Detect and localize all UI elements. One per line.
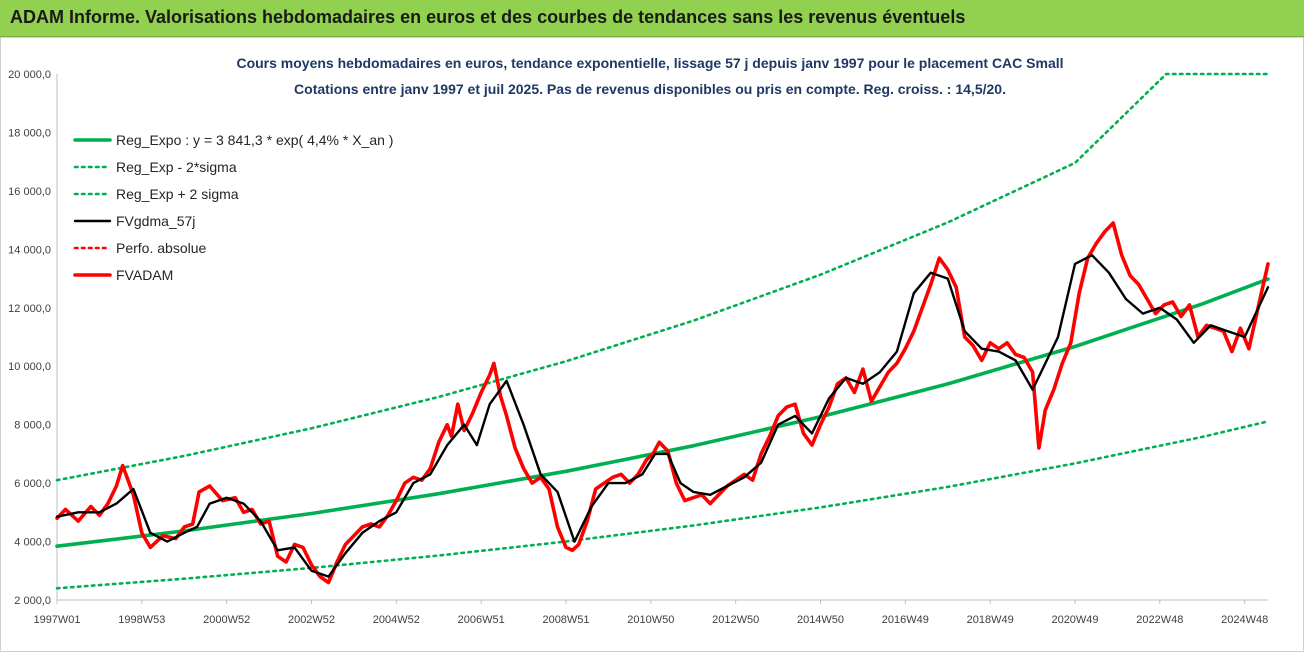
x-tick-label: 2010W50 [627, 614, 674, 626]
x-tick-label: 1997W01 [33, 614, 80, 626]
report-title: ADAM Informe. Valorisations hebdomadaire… [10, 7, 966, 27]
legend-label-4: Perfo. absolue [116, 240, 206, 256]
axes: 2 000,0 4 000,0 6 000,0 8 000,0 10 000,0 12 0… [8, 69, 1268, 626]
x-tick-label: 2002W52 [288, 614, 335, 626]
chart-frame: Cours moyens hebdomadaires en euros, ten… [0, 37, 1304, 652]
y-tick-label: 6 000,0 [14, 478, 51, 490]
series-line-1 [55, 420, 1270, 590]
x-tick-label: 2016W49 [882, 614, 929, 626]
x-tick-label: 2014W50 [797, 614, 844, 626]
x-tick-label: 2012W50 [712, 614, 759, 626]
y-tick-label: 20 000,0 [8, 69, 51, 81]
x-tick-label: 1998W53 [118, 614, 165, 626]
trend-chart: Cours moyens hebdomadaires en euros, ten… [0, 37, 1304, 652]
x-tick-label: 2004W52 [373, 614, 420, 626]
y-tick-label: 18 000,0 [8, 127, 51, 139]
legend-label-5: FVADAM [116, 267, 173, 283]
y-tick-label: 10 000,0 [8, 361, 51, 373]
x-tick-label: 2008W51 [542, 614, 589, 626]
chart-border [0, 37, 1304, 652]
x-tick-label: 2018W49 [967, 614, 1014, 626]
series-line-0 [55, 277, 1270, 549]
series-line-5 [55, 221, 1270, 585]
legend-label-1: Reg_Exp - 2*sigma [116, 159, 237, 175]
legend: Reg_Expo : y = 3 841,3 * exp( 4,4% * X_a… [73, 132, 393, 283]
chart-title: Cours moyens hebdomadaires en euros, ten… [236, 55, 1063, 71]
x-tick-label: 2020W49 [1051, 614, 1098, 626]
y-tick-label: 8 000,0 [14, 420, 51, 432]
series-layer [55, 72, 1270, 590]
legend-label-3: FVgdma_57j [116, 213, 195, 229]
legend-label-2: Reg_Exp + 2 sigma [116, 186, 239, 202]
x-tick-label: 2006W51 [458, 614, 505, 626]
legend-label-0: Reg_Expo : y = 3 841,3 * exp( 4,4% * X_a… [116, 132, 393, 148]
chart-subtitle: Cotations entre janv 1997 et juil 2025. … [294, 81, 1006, 97]
y-tick-label: 12 000,0 [8, 303, 51, 315]
y-tick-label: 4 000,0 [14, 537, 51, 549]
report-header: ADAM Informe. Valorisations hebdomadaire… [0, 0, 1304, 37]
x-tick-label: 2000W52 [203, 614, 250, 626]
series-line-3 [55, 253, 1270, 578]
y-tick-label: 2 000,0 [14, 595, 51, 607]
series-line-2 [55, 72, 1270, 482]
y-tick-label: 14 000,0 [8, 244, 51, 256]
y-tick-label: 16 000,0 [8, 186, 51, 198]
x-tick-label: 2024W48 [1221, 614, 1268, 626]
x-tick-label: 2022W48 [1136, 614, 1183, 626]
